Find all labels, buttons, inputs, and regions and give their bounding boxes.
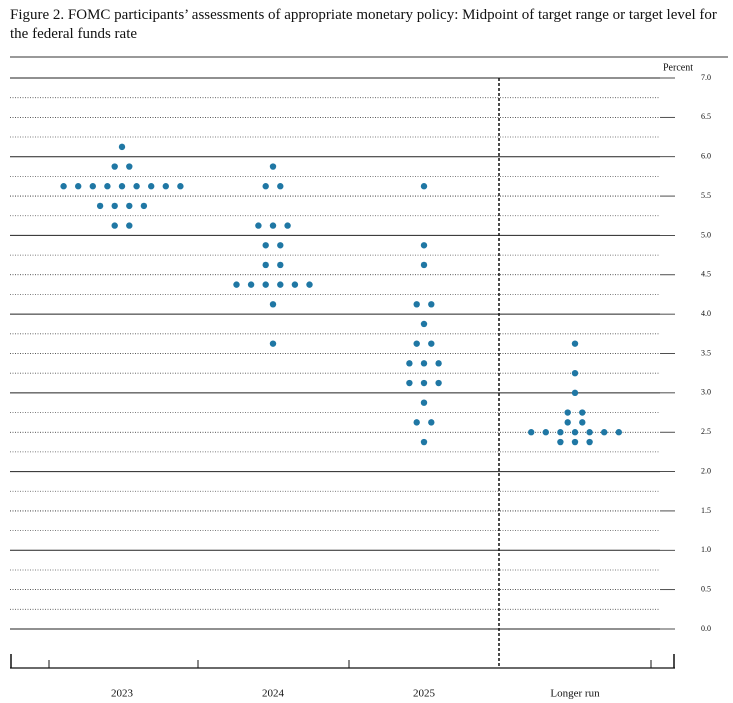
- y-tick-label: 2.0: [701, 466, 711, 475]
- dot: [277, 242, 284, 249]
- dot: [269, 301, 277, 308]
- dot: [133, 183, 140, 190]
- dot: [413, 301, 420, 308]
- dot: [162, 183, 169, 190]
- y-tick-label: 0.0: [701, 624, 711, 633]
- dot: [277, 281, 284, 288]
- dot: [111, 202, 118, 210]
- dot: [542, 429, 549, 436]
- y-tick-label: 6.0: [701, 152, 711, 161]
- x-tick-label: 2025: [413, 688, 436, 700]
- dot: [104, 183, 111, 190]
- dot: [571, 438, 579, 446]
- dot: [247, 281, 255, 288]
- x-tick-label: 2024: [262, 688, 285, 700]
- dot: [420, 438, 428, 446]
- dot: [571, 389, 579, 397]
- dot: [406, 360, 413, 367]
- dot: [428, 340, 435, 347]
- x-tick-label: 2023: [111, 688, 134, 700]
- dot: [420, 320, 428, 328]
- y-tick-label: 5.0: [701, 230, 711, 239]
- dot: [557, 429, 564, 436]
- dot: [420, 242, 428, 249]
- dot: [420, 183, 428, 190]
- y-tick-label: 1.5: [701, 506, 711, 515]
- dot: [126, 202, 133, 210]
- dot: [306, 281, 313, 288]
- dot: [435, 379, 442, 387]
- y-tick-label: 5.5: [701, 191, 711, 200]
- dot: [601, 429, 608, 436]
- dot: [420, 399, 428, 406]
- dot: [269, 340, 277, 347]
- dot: [291, 281, 299, 288]
- dot: [262, 183, 269, 190]
- dot: [615, 429, 622, 436]
- dot: [420, 360, 428, 367]
- dot: [118, 183, 126, 190]
- y-tick-label: 1.0: [701, 545, 711, 554]
- dot: [277, 183, 284, 190]
- y-tick-label: 2.5: [701, 427, 711, 436]
- dot: [428, 419, 435, 426]
- dot: [586, 438, 593, 446]
- dot: [413, 340, 420, 347]
- dot: [571, 340, 579, 347]
- dot: [96, 202, 104, 210]
- y-tick-label: 7.0: [701, 73, 711, 82]
- y-axis-label: Percent: [663, 62, 693, 73]
- dot: [579, 419, 586, 426]
- dot: [148, 183, 155, 190]
- dot: [564, 409, 571, 416]
- dot: [111, 222, 118, 229]
- y-tick-label: 3.5: [701, 348, 711, 357]
- dot: [413, 419, 420, 426]
- dot: [428, 301, 435, 308]
- dot: [75, 183, 82, 190]
- dot: [140, 202, 148, 210]
- dot: [284, 222, 291, 229]
- y-tick-label: 0.5: [701, 584, 711, 593]
- dot: [269, 163, 277, 170]
- dot: [557, 438, 564, 446]
- dot: [269, 222, 277, 229]
- dot: [406, 379, 413, 387]
- dot: [255, 222, 262, 229]
- dot: [277, 261, 284, 269]
- dot: [571, 429, 579, 436]
- dot: [262, 281, 269, 288]
- chart-title: Figure 2. FOMC participants’ assessments…: [10, 7, 717, 42]
- dot: [420, 261, 428, 269]
- dot: [586, 429, 593, 436]
- y-tick-label: 6.5: [701, 112, 711, 121]
- x-tick-label: Longer run: [550, 688, 600, 700]
- dot: [60, 183, 67, 190]
- dot: [420, 379, 428, 387]
- y-tick-label: 4.0: [701, 309, 711, 318]
- y-tick-label: 3.0: [701, 388, 711, 397]
- y-tick-label: 4.5: [701, 270, 711, 279]
- dot: [89, 183, 97, 190]
- dot: [579, 409, 586, 416]
- dot: [233, 281, 240, 288]
- dot: [262, 242, 269, 249]
- dot: [126, 163, 133, 170]
- dot: [111, 163, 118, 170]
- dot: [126, 222, 133, 229]
- dot: [177, 183, 184, 190]
- dot: [571, 369, 579, 377]
- dot: [564, 419, 571, 426]
- dot: [528, 429, 535, 436]
- dot: [118, 143, 126, 151]
- dot: [262, 261, 269, 269]
- dot: [435, 360, 442, 367]
